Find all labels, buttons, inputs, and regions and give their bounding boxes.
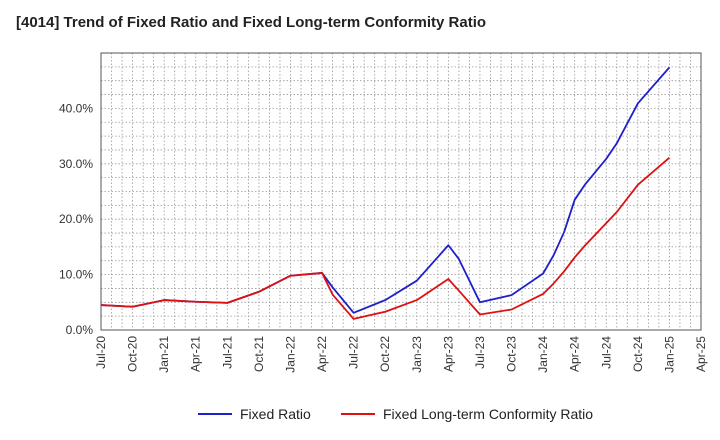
x-axis-tick-labels: Jul-20 Oct-20 Jan-21 Apr-21 Jul-21 Oct-21 Jan-…: [94, 336, 708, 373]
grid-lines: [100, 52, 702, 331]
legend-swatch-fixed-ratio: [198, 413, 232, 415]
y-tick-label: 10.0%: [59, 268, 93, 282]
x-tick-label: Oct-21: [252, 336, 266, 372]
series-line-fixed-long-term-conformity-ratio: [100, 157, 671, 320]
x-tick-label: Oct-24: [631, 336, 645, 372]
y-tick-label: 20.0%: [59, 212, 93, 226]
x-tick-label: Jul-21: [220, 336, 234, 369]
legend-label-fixed-long-term-conformity-ratio: Fixed Long-term Conformity Ratio: [383, 406, 594, 422]
y-axis-tick-labels: 0.0% 10.0% 20.0% 30.0% 40.0%: [59, 101, 93, 337]
x-tick-label: Jan-22: [283, 336, 297, 373]
plot-area-frame: [100, 52, 702, 331]
y-tick-label: 30.0%: [59, 157, 93, 171]
chart-title: [4014] Trend of Fixed Ratio and Fixed Lo…: [16, 14, 487, 31]
legend-label-fixed-ratio: Fixed Ratio: [240, 406, 311, 422]
x-tick-label: Jan-21: [157, 336, 171, 373]
y-tick-label: 0.0%: [66, 323, 94, 337]
x-tick-label: Apr-23: [441, 336, 455, 372]
x-tick-label: Apr-24: [568, 336, 582, 372]
x-tick-label: Oct-23: [505, 336, 519, 372]
x-tick-label: Jan-24: [536, 336, 550, 373]
x-tick-label: Apr-22: [315, 336, 329, 372]
x-tick-label: Jan-23: [410, 336, 424, 373]
x-tick-label: Jul-24: [599, 336, 613, 369]
x-tick-label: Jan-25: [662, 336, 676, 373]
x-tick-label: Apr-21: [189, 336, 203, 372]
legend-swatch-fixed-long-term-conformity-ratio: [341, 413, 375, 415]
x-tick-label: Oct-20: [126, 336, 140, 372]
x-tick-label: Jul-20: [94, 336, 108, 369]
series-lines: [100, 66, 671, 320]
x-tick-label: Jul-23: [473, 336, 487, 369]
legend-item-fixed-long-term-conformity-ratio: Fixed Long-term Conformity Ratio: [341, 406, 593, 422]
x-tick-label: Apr-25: [694, 336, 708, 372]
legend-item-fixed-ratio: Fixed Ratio: [198, 406, 311, 422]
y-tick-label: 40.0%: [59, 101, 93, 115]
x-tick-label: Jul-22: [347, 336, 361, 369]
x-tick-label: Oct-22: [378, 336, 392, 372]
